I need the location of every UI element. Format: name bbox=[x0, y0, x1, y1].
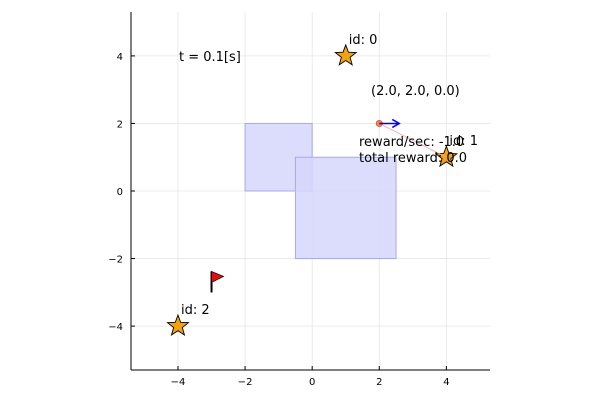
landmark-id-label: id: 0 bbox=[349, 33, 378, 48]
ticks: −4 −2 0 2 4 −4 −2 0 2 4 bbox=[108, 52, 449, 388]
x-tick-label: −2 bbox=[238, 377, 253, 388]
x-tick-label: 2 bbox=[376, 377, 382, 388]
landmark-star-icon bbox=[434, 144, 459, 168]
goal-flag bbox=[210, 270, 225, 293]
robot-heading-arrow-icon bbox=[391, 118, 401, 129]
x-tick-label: 0 bbox=[309, 377, 315, 388]
landmark-id-label: id: 2 bbox=[181, 303, 210, 318]
robot-pose-label: (2.0, 2.0, 0.0) bbox=[371, 84, 460, 99]
landmark-id-label: id: 1 bbox=[449, 134, 478, 149]
landmark-star-icon bbox=[166, 313, 190, 337]
y-tick-label: 4 bbox=[117, 52, 123, 63]
x-tick-label: −4 bbox=[171, 377, 186, 388]
obstacles bbox=[244, 122, 397, 260]
y-tick-label: −2 bbox=[108, 255, 123, 266]
y-tick-label: 2 bbox=[117, 119, 123, 130]
robot bbox=[375, 118, 447, 158]
time-label: t = 0.1[s] bbox=[179, 50, 241, 65]
flag-icon bbox=[211, 270, 225, 284]
landmarks: id: 0 id: 1 id: 2 bbox=[166, 33, 478, 337]
total-reward-label: total reward: 0.0 bbox=[359, 151, 467, 166]
y-tick-label: −4 bbox=[108, 322, 123, 333]
obstacle-rect bbox=[294, 156, 397, 260]
y-tick-label: 0 bbox=[117, 187, 123, 198]
observation-line bbox=[379, 123, 447, 158]
reward-per-sec-label: reward/sec: -1.0 bbox=[359, 135, 464, 150]
x-tick-label: 4 bbox=[443, 377, 449, 388]
landmark-star-icon bbox=[334, 43, 358, 66]
